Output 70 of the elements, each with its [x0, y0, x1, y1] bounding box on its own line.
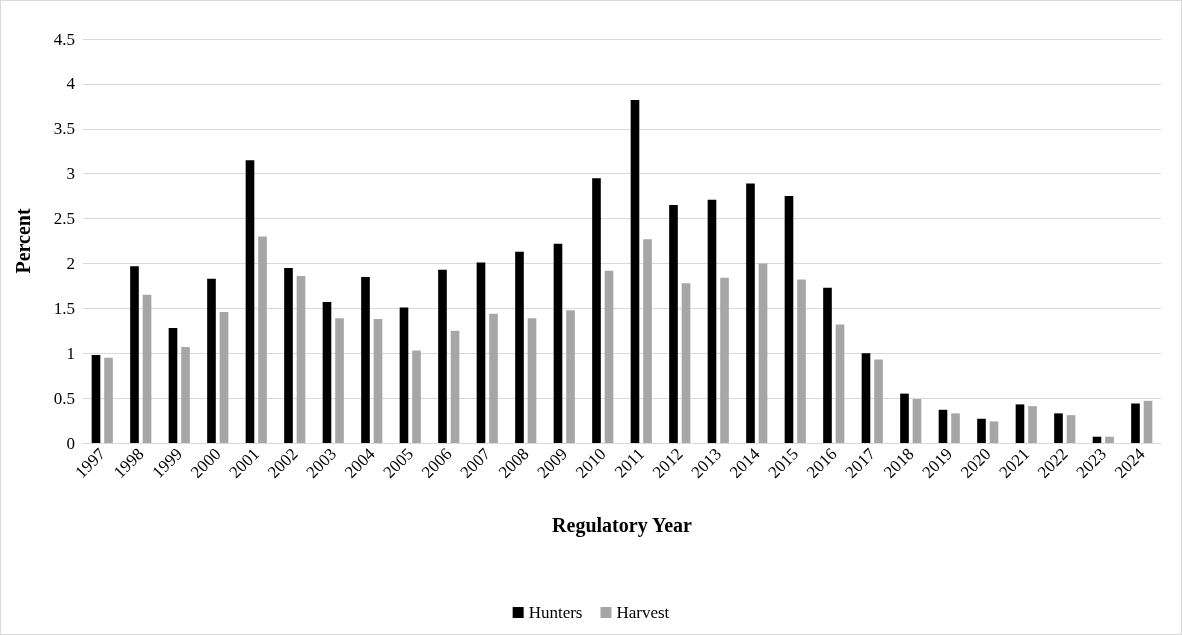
- bar: [1028, 406, 1037, 443]
- bar: [373, 319, 383, 443]
- bar: [219, 311, 229, 443]
- bar: [707, 199, 717, 443]
- bar: [861, 353, 871, 443]
- bar: [669, 205, 678, 443]
- bar: [104, 357, 113, 443]
- bar: [245, 160, 255, 443]
- bar: [823, 287, 832, 443]
- y-tick-label: 1: [66, 343, 75, 363]
- bar: [142, 294, 152, 443]
- y-tick-label: 0.5: [53, 388, 75, 408]
- bar: [1105, 436, 1114, 443]
- bar: [412, 350, 421, 443]
- bar: [874, 359, 883, 443]
- bar: [989, 421, 999, 443]
- bar: [476, 262, 486, 443]
- bar: [527, 318, 537, 443]
- bar: [604, 270, 614, 443]
- bar: [1131, 403, 1140, 443]
- bar: [835, 324, 845, 443]
- bar: [284, 267, 293, 443]
- bar: [168, 328, 178, 443]
- bar: [938, 409, 948, 443]
- legend-label: Harvest: [616, 603, 670, 622]
- bar: [784, 196, 794, 443]
- bar: [643, 239, 652, 443]
- y-tick-label: 3: [66, 164, 75, 184]
- y-axis-title: Percent: [12, 208, 34, 274]
- legend-label: Hunters: [528, 603, 583, 622]
- bar: [438, 269, 447, 443]
- bar: [1066, 415, 1076, 443]
- bar: [912, 399, 922, 443]
- bar: [296, 276, 306, 443]
- bar: [1015, 404, 1025, 443]
- bar: [130, 266, 139, 443]
- bar: [758, 263, 768, 443]
- bar: [258, 236, 267, 443]
- y-tick-label: 4.5: [53, 29, 75, 49]
- bar: [1143, 400, 1153, 443]
- bar: [322, 302, 332, 443]
- bar: [630, 100, 640, 443]
- bar: [91, 355, 101, 443]
- y-tick-label: 1.5: [53, 298, 75, 318]
- y-tick-label: 0: [66, 433, 75, 453]
- bar: [951, 413, 960, 443]
- bar: [746, 183, 755, 443]
- bar: [1054, 413, 1063, 443]
- bar: [900, 393, 909, 443]
- bar: [592, 178, 601, 443]
- x-axis-title: Regulatory Year: [552, 514, 693, 537]
- y-tick-label: 3.5: [53, 119, 75, 139]
- y-tick-label: 2: [66, 253, 75, 273]
- bar: [450, 330, 460, 443]
- y-tick-label: 2.5: [53, 209, 75, 229]
- x-tick-label: 2011: [610, 444, 648, 482]
- bar: [977, 418, 986, 443]
- bar: [207, 278, 216, 443]
- y-tick-label: 4: [66, 74, 76, 94]
- bar: [797, 279, 806, 443]
- bar: [681, 283, 691, 443]
- bar: [399, 307, 409, 443]
- bar: [181, 346, 190, 443]
- bar: [720, 277, 729, 443]
- bar: [489, 313, 498, 443]
- bar: [361, 276, 370, 443]
- bar: [566, 310, 575, 443]
- bar: [515, 251, 524, 443]
- bar: [335, 318, 344, 443]
- bar: [553, 243, 563, 443]
